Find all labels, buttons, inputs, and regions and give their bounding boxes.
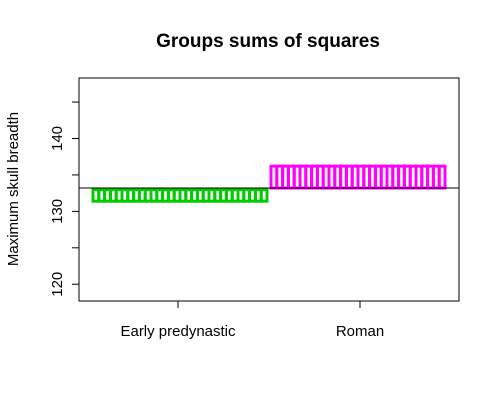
y-tick-label: 140 bbox=[49, 126, 66, 151]
y-axis: 120 130 140 bbox=[49, 101, 79, 297]
chart-title: Groups sums of squares bbox=[156, 31, 380, 52]
plot-frame bbox=[78, 77, 460, 302]
group-block-1 bbox=[269, 164, 447, 190]
y-axis-label: Maximum skull breadth bbox=[5, 112, 22, 266]
bar bbox=[259, 188, 269, 203]
group-block-0 bbox=[91, 188, 269, 203]
x-axis: Early predynastic Roman bbox=[120, 301, 384, 340]
group-bars bbox=[91, 164, 447, 203]
x-tick-label: Roman bbox=[336, 323, 384, 340]
y-tick-label: 120 bbox=[49, 272, 66, 297]
bar bbox=[437, 164, 447, 190]
x-tick-label: Early predynastic bbox=[120, 323, 236, 340]
y-tick-label: 130 bbox=[49, 199, 66, 224]
